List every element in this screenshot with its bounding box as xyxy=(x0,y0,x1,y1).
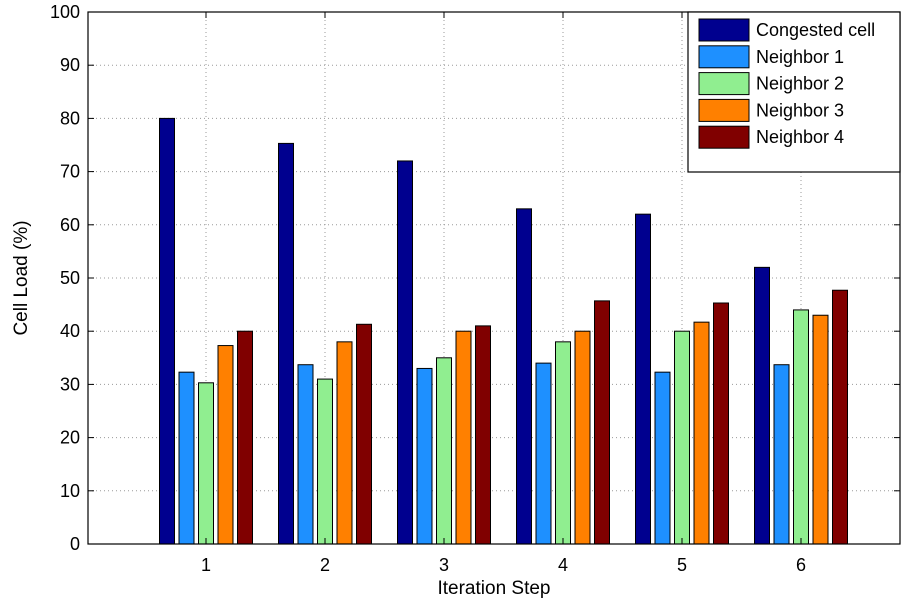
y-tick-label: 50 xyxy=(60,268,80,288)
bar xyxy=(693,321,710,545)
bar xyxy=(535,362,552,545)
bar xyxy=(674,330,690,545)
y-tick-label: 80 xyxy=(60,108,80,128)
bar xyxy=(635,213,651,545)
legend-entry: Neighbor 4 xyxy=(756,127,844,147)
bar xyxy=(793,309,809,545)
y-tick-label: 90 xyxy=(60,55,80,75)
y-tick-label: 0 xyxy=(70,534,80,554)
bar xyxy=(159,117,175,545)
y-tick-label: 60 xyxy=(60,215,80,235)
legend: Congested cell Neighbor 1 Neighbor 2 Neighb… xyxy=(687,11,901,173)
legend-swatch xyxy=(698,72,750,96)
bar xyxy=(397,160,413,545)
bar xyxy=(574,330,591,545)
x-tick-label: 6 xyxy=(796,555,806,575)
legend-swatch xyxy=(698,18,750,42)
legend-entry: Neighbor 1 xyxy=(756,47,844,67)
bar xyxy=(754,266,770,545)
bar xyxy=(297,364,314,545)
bar xyxy=(178,371,195,545)
bar xyxy=(516,208,532,545)
x-tick-label: 4 xyxy=(558,555,568,575)
y-tick-label: 30 xyxy=(60,374,80,394)
x-axis-label: Iteration Step xyxy=(437,578,550,599)
bar xyxy=(237,330,253,545)
bar xyxy=(278,142,294,545)
bar xyxy=(317,378,333,545)
bar xyxy=(555,341,571,545)
legend-entry: Congested cell xyxy=(756,20,875,40)
legend-swatch xyxy=(698,98,750,122)
x-tick-labels: 1 2 3 4 5 6 xyxy=(201,555,806,575)
y-tick-labels: 0 10 20 30 40 50 60 70 80 90 100 xyxy=(50,2,80,554)
x-tick-label: 1 xyxy=(201,555,211,575)
bar xyxy=(594,300,610,545)
legend-swatch xyxy=(698,125,750,149)
bar xyxy=(356,323,372,545)
legend-entry: Neighbor 3 xyxy=(756,100,844,120)
bar xyxy=(475,325,491,545)
y-tick-label: 70 xyxy=(60,162,80,182)
x-tick-label: 5 xyxy=(677,555,687,575)
bar xyxy=(198,382,214,545)
y-tick-label: 20 xyxy=(60,428,80,448)
y-axis-label: Cell Load (%) xyxy=(11,220,32,335)
x-tick-label: 3 xyxy=(439,555,449,575)
bar xyxy=(455,330,472,545)
y-tick-label: 100 xyxy=(50,2,80,22)
bar xyxy=(812,314,829,545)
bar xyxy=(832,289,848,545)
bar xyxy=(336,341,353,545)
y-tick-label: 40 xyxy=(60,321,80,341)
bar xyxy=(217,345,234,545)
y-tick-label: 10 xyxy=(60,481,80,501)
bar xyxy=(713,302,729,545)
bar xyxy=(436,357,452,545)
legend-swatch xyxy=(698,45,750,69)
bar xyxy=(773,364,790,545)
bar xyxy=(654,371,671,545)
x-tick-label: 2 xyxy=(320,555,330,575)
bar xyxy=(416,367,433,545)
legend-entry: Neighbor 2 xyxy=(756,74,844,94)
